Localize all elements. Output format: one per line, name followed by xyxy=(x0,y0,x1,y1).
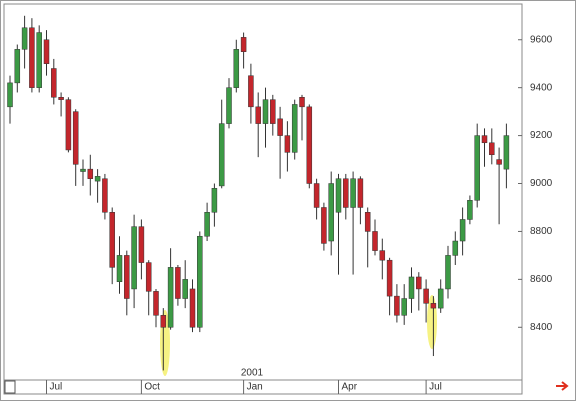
candle-body xyxy=(65,99,72,151)
x-tick-label: Jul xyxy=(429,382,442,393)
candle-body xyxy=(240,37,247,52)
candle-body xyxy=(416,276,422,290)
candle-body xyxy=(343,178,349,208)
candle-body xyxy=(153,291,159,316)
candle-body xyxy=(94,176,101,182)
candle-body xyxy=(204,212,210,237)
candle-body xyxy=(321,207,327,244)
candle-body xyxy=(430,303,437,309)
candle-body xyxy=(145,262,152,292)
candle-body xyxy=(401,298,407,316)
candle-body xyxy=(277,118,283,136)
candle-body xyxy=(255,106,261,124)
candle-body xyxy=(284,135,291,153)
candle-body xyxy=(328,183,334,242)
candle-body xyxy=(14,49,21,84)
candle-body xyxy=(350,178,356,208)
candle-body xyxy=(87,168,94,179)
candle-body xyxy=(408,276,415,299)
candle-body xyxy=(270,99,276,124)
candle-body xyxy=(248,75,254,108)
candle-body xyxy=(372,231,378,251)
plot-area xyxy=(3,3,523,381)
candle-body xyxy=(481,135,488,144)
candle-body xyxy=(29,27,35,88)
candle-body xyxy=(474,135,480,201)
candle-body xyxy=(175,267,181,299)
candle-body xyxy=(299,97,305,108)
y-tick-label: 9600 xyxy=(530,34,553,45)
candle-body xyxy=(197,235,203,328)
candle-body xyxy=(138,226,145,263)
candle-body xyxy=(182,279,188,299)
candle-body xyxy=(226,87,232,124)
candle-body xyxy=(394,295,400,316)
candle-body xyxy=(489,142,495,156)
candle-body xyxy=(496,159,502,165)
candle-body xyxy=(21,27,28,50)
candle-body xyxy=(313,183,320,208)
scroll-arrow[interactable] xyxy=(556,381,569,391)
candle-body xyxy=(459,219,466,242)
candle-body xyxy=(80,168,86,172)
candle-body xyxy=(102,178,108,213)
candle-body xyxy=(262,99,269,124)
x-tick-label: Apr xyxy=(342,382,358,393)
corner-box xyxy=(4,380,16,394)
candle-body xyxy=(160,315,167,328)
x-axis-band xyxy=(3,379,523,395)
candle-body xyxy=(357,178,364,208)
candle-body xyxy=(306,106,313,184)
candle-body xyxy=(51,68,57,98)
candle-body xyxy=(116,255,123,283)
candle-body xyxy=(58,97,64,100)
highlight xyxy=(427,295,437,349)
y-tick-label: 8600 xyxy=(530,274,553,285)
candle-body xyxy=(452,240,459,256)
candle-body xyxy=(7,82,13,108)
y-tick-label: 9400 xyxy=(530,82,553,93)
candle-body xyxy=(189,288,196,328)
candle-body xyxy=(233,49,240,88)
candle-body xyxy=(386,259,393,297)
candle-body xyxy=(36,32,42,88)
x-tick-label: Jan xyxy=(247,382,263,393)
candle-body xyxy=(379,250,386,261)
candle-body xyxy=(423,288,429,304)
candle-body xyxy=(109,212,115,268)
y-tick-label: 8800 xyxy=(530,226,553,237)
candle-body xyxy=(437,288,444,309)
candle-body xyxy=(503,135,510,170)
candle-body xyxy=(124,255,130,299)
year-annotation: 2001 xyxy=(241,368,264,379)
x-tick-label: Oct xyxy=(144,382,160,393)
candle-body xyxy=(445,255,451,290)
candle-body xyxy=(43,39,50,64)
candle-body xyxy=(218,123,225,187)
candle-body xyxy=(72,111,79,165)
candle-body xyxy=(467,200,473,220)
candle-body xyxy=(364,212,371,232)
candle-body xyxy=(335,178,342,213)
y-tick-label: 9000 xyxy=(530,178,553,189)
y-tick-label: 8400 xyxy=(530,322,553,333)
candle-body xyxy=(131,226,137,290)
y-tick-label: 9200 xyxy=(530,130,553,141)
candle-body xyxy=(167,267,174,328)
candle-body xyxy=(291,104,298,153)
candle-body xyxy=(211,188,218,213)
x-tick-label: Jul xyxy=(50,382,63,393)
